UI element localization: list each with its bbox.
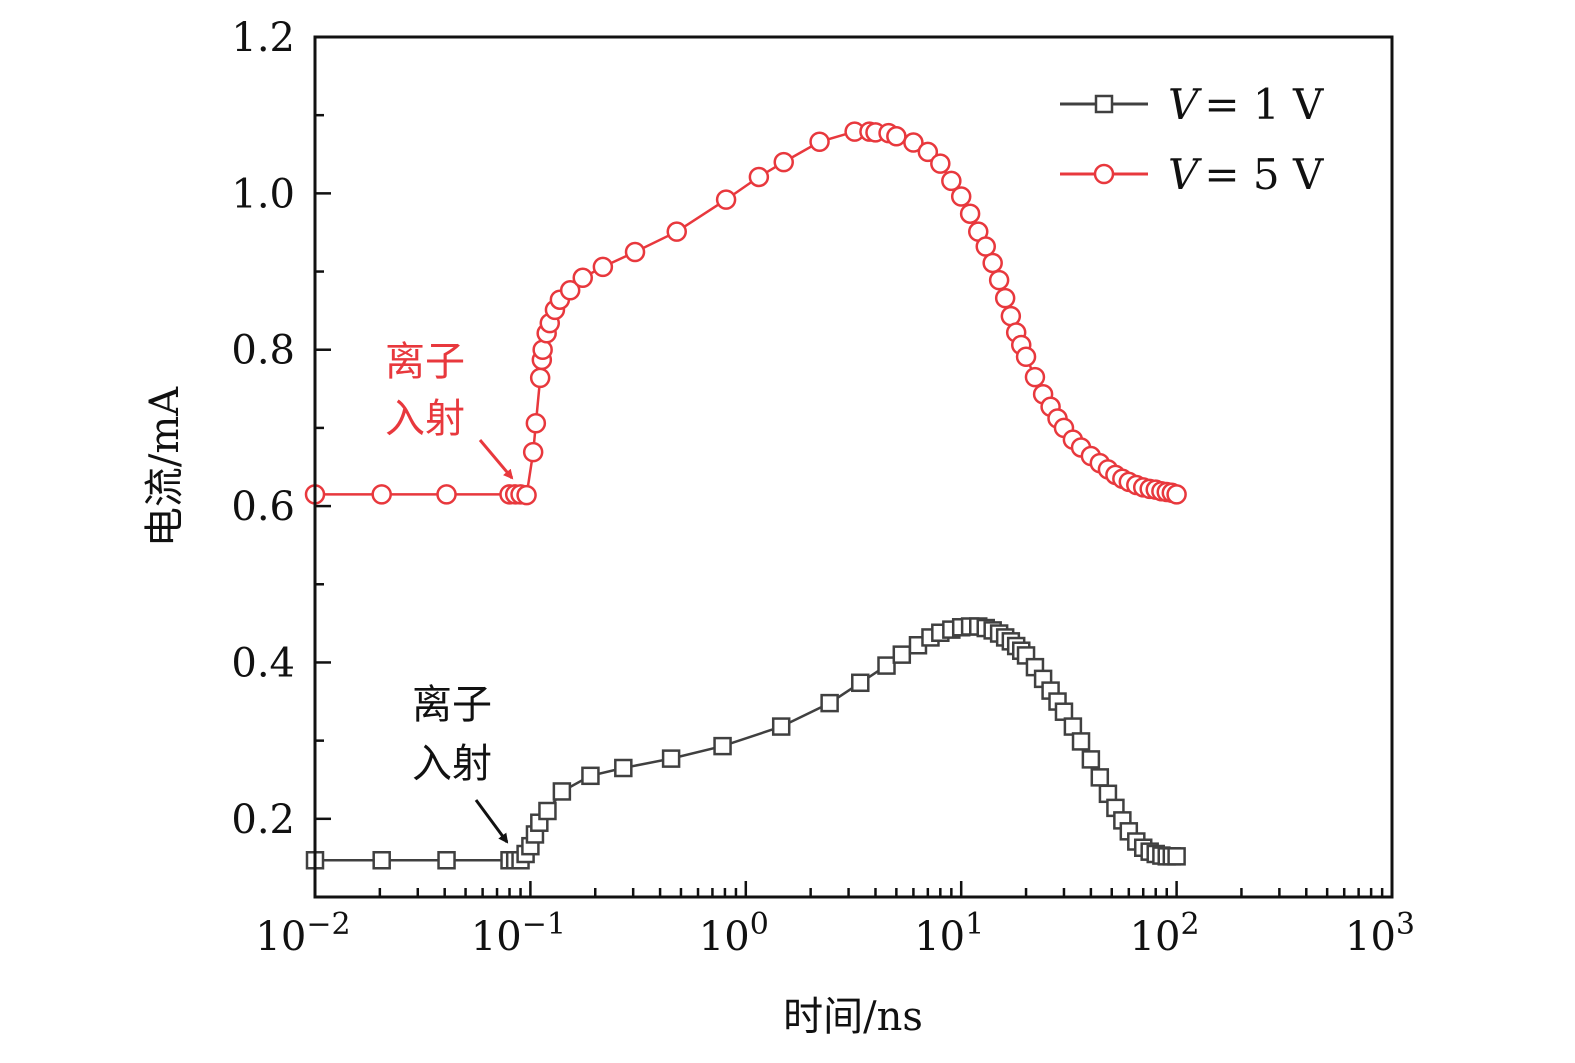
annotation-v1-line2: 入射 xyxy=(412,741,492,787)
annotation-v5-line1: 离子 xyxy=(385,339,465,385)
data-point xyxy=(1071,732,1091,751)
x-axis-title: 时间/ns xyxy=(783,994,923,1040)
data-point xyxy=(886,126,907,147)
legend-square-marker-icon xyxy=(1094,94,1114,114)
data-point xyxy=(994,287,1016,309)
y-tick-label: 0.6 xyxy=(231,484,295,530)
x-tick-label: 10−1 xyxy=(471,907,566,960)
data-point xyxy=(1015,346,1037,368)
data-point xyxy=(661,749,681,768)
data-point xyxy=(525,412,547,434)
annotation-v1: 离子 入射 xyxy=(412,682,509,844)
x-tick-labels: 10−2 10−1 100 101 102 103 xyxy=(255,907,1415,960)
data-point xyxy=(559,280,581,301)
annotation-v5-arrow xyxy=(478,439,514,480)
y-tick-label: 1.2 xyxy=(231,15,295,61)
data-point xyxy=(773,151,794,173)
data-point xyxy=(614,758,633,778)
data-point xyxy=(436,484,457,505)
data-point xyxy=(529,367,551,389)
data-point xyxy=(581,766,600,786)
data-point xyxy=(666,221,687,242)
data-point xyxy=(552,782,572,801)
data-point xyxy=(1024,366,1046,388)
data-point xyxy=(538,801,557,821)
data-point xyxy=(713,736,732,756)
data-point xyxy=(715,189,737,210)
data-point xyxy=(988,269,1010,291)
y-tick-labels: 0.2 0.4 0.6 0.8 1.0 1.2 xyxy=(231,15,295,843)
y-tick-label: 1.0 xyxy=(231,171,295,217)
y-tick-label: 0.8 xyxy=(231,328,295,374)
data-point xyxy=(748,166,770,188)
y-tick-label: 0.2 xyxy=(231,797,295,843)
x-tick-label: 103 xyxy=(1345,907,1415,960)
legend-circle-marker-icon xyxy=(1093,163,1115,185)
data-point xyxy=(959,203,981,224)
data-point xyxy=(892,645,912,664)
data-point xyxy=(1063,717,1083,736)
legend-label-v5: V = 5 V xyxy=(1168,150,1324,199)
data-point xyxy=(1081,750,1101,769)
data-point xyxy=(516,484,537,506)
data-point xyxy=(950,186,972,207)
annotation-v1-arrow xyxy=(474,799,509,844)
data-point xyxy=(437,851,456,870)
data-point xyxy=(771,717,791,736)
data-point xyxy=(941,170,962,192)
legend: V = 1 V V = 5 V xyxy=(1060,80,1324,199)
x-tick-label: 100 xyxy=(699,907,769,960)
data-point xyxy=(1166,484,1187,505)
annotation-v5-line2: 入射 xyxy=(385,396,465,442)
y-axis-title: 电流/mA xyxy=(142,386,188,547)
data-point xyxy=(372,851,391,870)
data-point xyxy=(877,656,896,675)
x-tick-label: 102 xyxy=(1130,907,1200,960)
data-point xyxy=(572,267,594,289)
data-point xyxy=(809,131,830,153)
data-point xyxy=(930,153,951,174)
data-point xyxy=(917,141,939,163)
data-point xyxy=(982,252,1003,274)
data-point xyxy=(532,339,553,360)
series-v5 xyxy=(304,121,1187,506)
y-tick-label: 0.4 xyxy=(231,640,295,686)
legend-label-v1: V = 1 V xyxy=(1168,80,1324,129)
series-layer xyxy=(304,121,1187,870)
data-point xyxy=(1054,702,1074,721)
legend-item-v1: V = 1 V xyxy=(1060,80,1324,129)
series-v1 xyxy=(305,617,1186,870)
legend-item-v5: V = 5 V xyxy=(1060,150,1324,199)
x-tick-label: 10−2 xyxy=(255,907,350,960)
data-point xyxy=(624,241,646,263)
data-point xyxy=(851,673,870,693)
data-point xyxy=(1167,847,1186,866)
data-point xyxy=(903,132,924,153)
data-point xyxy=(371,484,392,505)
data-point xyxy=(1090,768,1110,787)
data-point xyxy=(592,256,614,278)
annotation-v5: 离子 入射 xyxy=(385,339,514,480)
annotation-v1-line1: 离子 xyxy=(412,682,492,728)
data-point xyxy=(522,441,544,463)
plot-frame xyxy=(313,35,1394,899)
data-point xyxy=(820,693,839,713)
x-tick-label: 101 xyxy=(914,907,984,960)
